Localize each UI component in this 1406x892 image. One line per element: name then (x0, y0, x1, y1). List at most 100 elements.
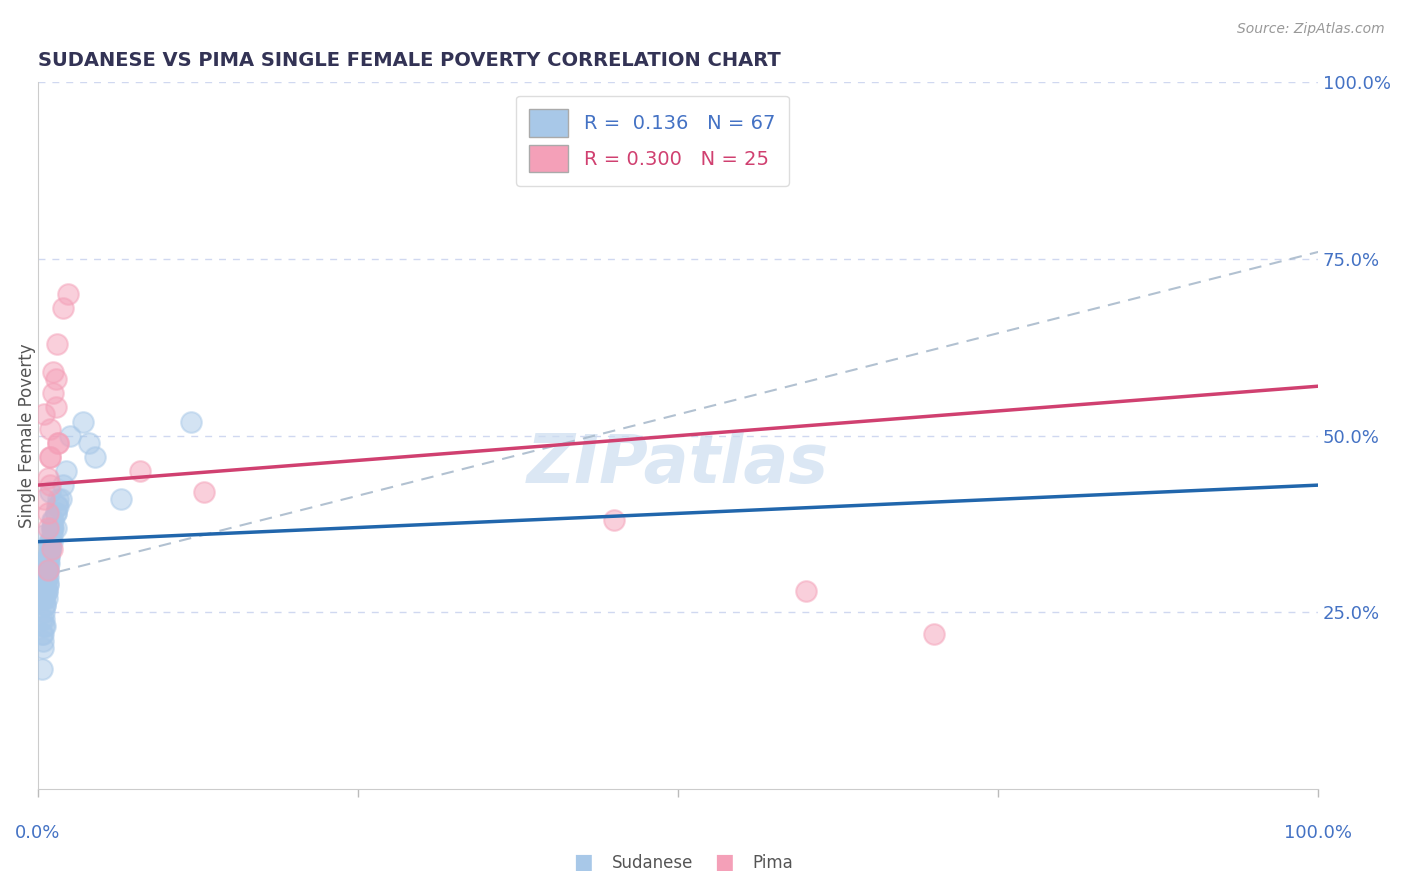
Legend: R =  0.136   N = 67, R = 0.300   N = 25: R = 0.136 N = 67, R = 0.300 N = 25 (516, 95, 789, 186)
Point (37, 563, 59, 577)
Point (603, 513, 626, 527)
Point (45, 401, 67, 415)
Point (38, 541, 60, 556)
Point (129, 464, 152, 478)
Point (34, 584, 56, 599)
Point (39, 478, 62, 492)
Point (77, 435, 100, 450)
Text: 0.0%: 0.0% (15, 824, 60, 842)
Point (39, 450, 62, 464)
Text: Source: ZipAtlas.com: Source: ZipAtlas.com (1237, 22, 1385, 37)
Point (37, 556, 59, 570)
Point (84, 450, 107, 464)
Text: SUDANESE VS PIMA SINGLE FEMALE POVERTY CORRELATION CHART: SUDANESE VS PIMA SINGLE FEMALE POVERTY C… (38, 51, 780, 70)
Point (31, 577, 53, 591)
Y-axis label: Single Female Poverty: Single Female Poverty (18, 343, 35, 528)
Point (31, 662, 53, 676)
Point (39, 541, 62, 556)
Point (31, 633, 53, 648)
Point (39, 541, 62, 556)
Point (42, 513, 65, 527)
Point (37, 556, 59, 570)
Point (110, 492, 132, 507)
Point (37, 507, 59, 521)
Point (922, 626, 945, 640)
Point (31, 626, 53, 640)
Point (32, 408, 55, 422)
Point (52, 478, 75, 492)
Point (35, 563, 58, 577)
Point (37, 577, 59, 591)
Point (34, 599, 56, 613)
Point (193, 485, 215, 500)
Point (31, 591, 53, 606)
Text: 100.0%: 100.0% (1284, 824, 1353, 842)
Point (38, 556, 60, 570)
Point (45, 520, 67, 534)
Point (42, 520, 65, 534)
Point (42, 365, 65, 379)
Point (32, 605, 55, 619)
Point (31, 626, 53, 640)
Point (38, 534, 60, 549)
Point (45, 507, 67, 521)
Point (38, 549, 60, 563)
Point (45, 372, 67, 386)
Point (46, 500, 69, 514)
Point (41, 520, 63, 534)
Point (39, 534, 62, 549)
Point (46, 435, 69, 450)
Point (41, 527, 63, 541)
Point (35, 584, 58, 599)
Point (37, 563, 59, 577)
Point (45, 500, 67, 514)
Point (35, 591, 58, 606)
Point (41, 520, 63, 534)
Point (32, 527, 55, 541)
Point (31, 640, 53, 655)
Point (39, 450, 62, 464)
Point (45, 507, 67, 521)
Text: ■: ■ (714, 853, 734, 872)
Point (55, 464, 77, 478)
Point (42, 386, 65, 401)
Point (32, 619, 55, 633)
Point (32, 591, 55, 606)
Point (39, 485, 62, 500)
Point (35, 584, 58, 599)
Point (37, 563, 59, 577)
Point (37, 570, 59, 584)
Point (39, 421, 62, 435)
Text: Sudanese: Sudanese (612, 855, 693, 872)
Point (794, 584, 817, 599)
Point (46, 435, 69, 450)
Point (72, 415, 94, 429)
Point (37, 577, 59, 591)
Point (34, 563, 56, 577)
Point (39, 541, 62, 556)
Point (34, 619, 56, 633)
Point (39, 534, 62, 549)
Point (41, 541, 63, 556)
Point (59, 428, 82, 442)
Point (31, 612, 53, 626)
Point (52, 301, 75, 316)
Point (49, 492, 72, 507)
Point (35, 570, 58, 584)
Point (46, 492, 69, 507)
Point (37, 549, 59, 563)
Text: ■: ■ (574, 853, 593, 872)
Point (37, 520, 59, 534)
Point (41, 534, 63, 549)
Point (32, 612, 55, 626)
Point (37, 471, 59, 485)
Point (34, 577, 56, 591)
Point (34, 599, 56, 613)
Point (180, 415, 202, 429)
Point (58, 287, 80, 301)
Point (41, 513, 63, 527)
Text: ZIPatlas: ZIPatlas (527, 431, 830, 497)
Point (37, 549, 59, 563)
Text: Pima: Pima (752, 855, 793, 872)
Point (32, 591, 55, 606)
